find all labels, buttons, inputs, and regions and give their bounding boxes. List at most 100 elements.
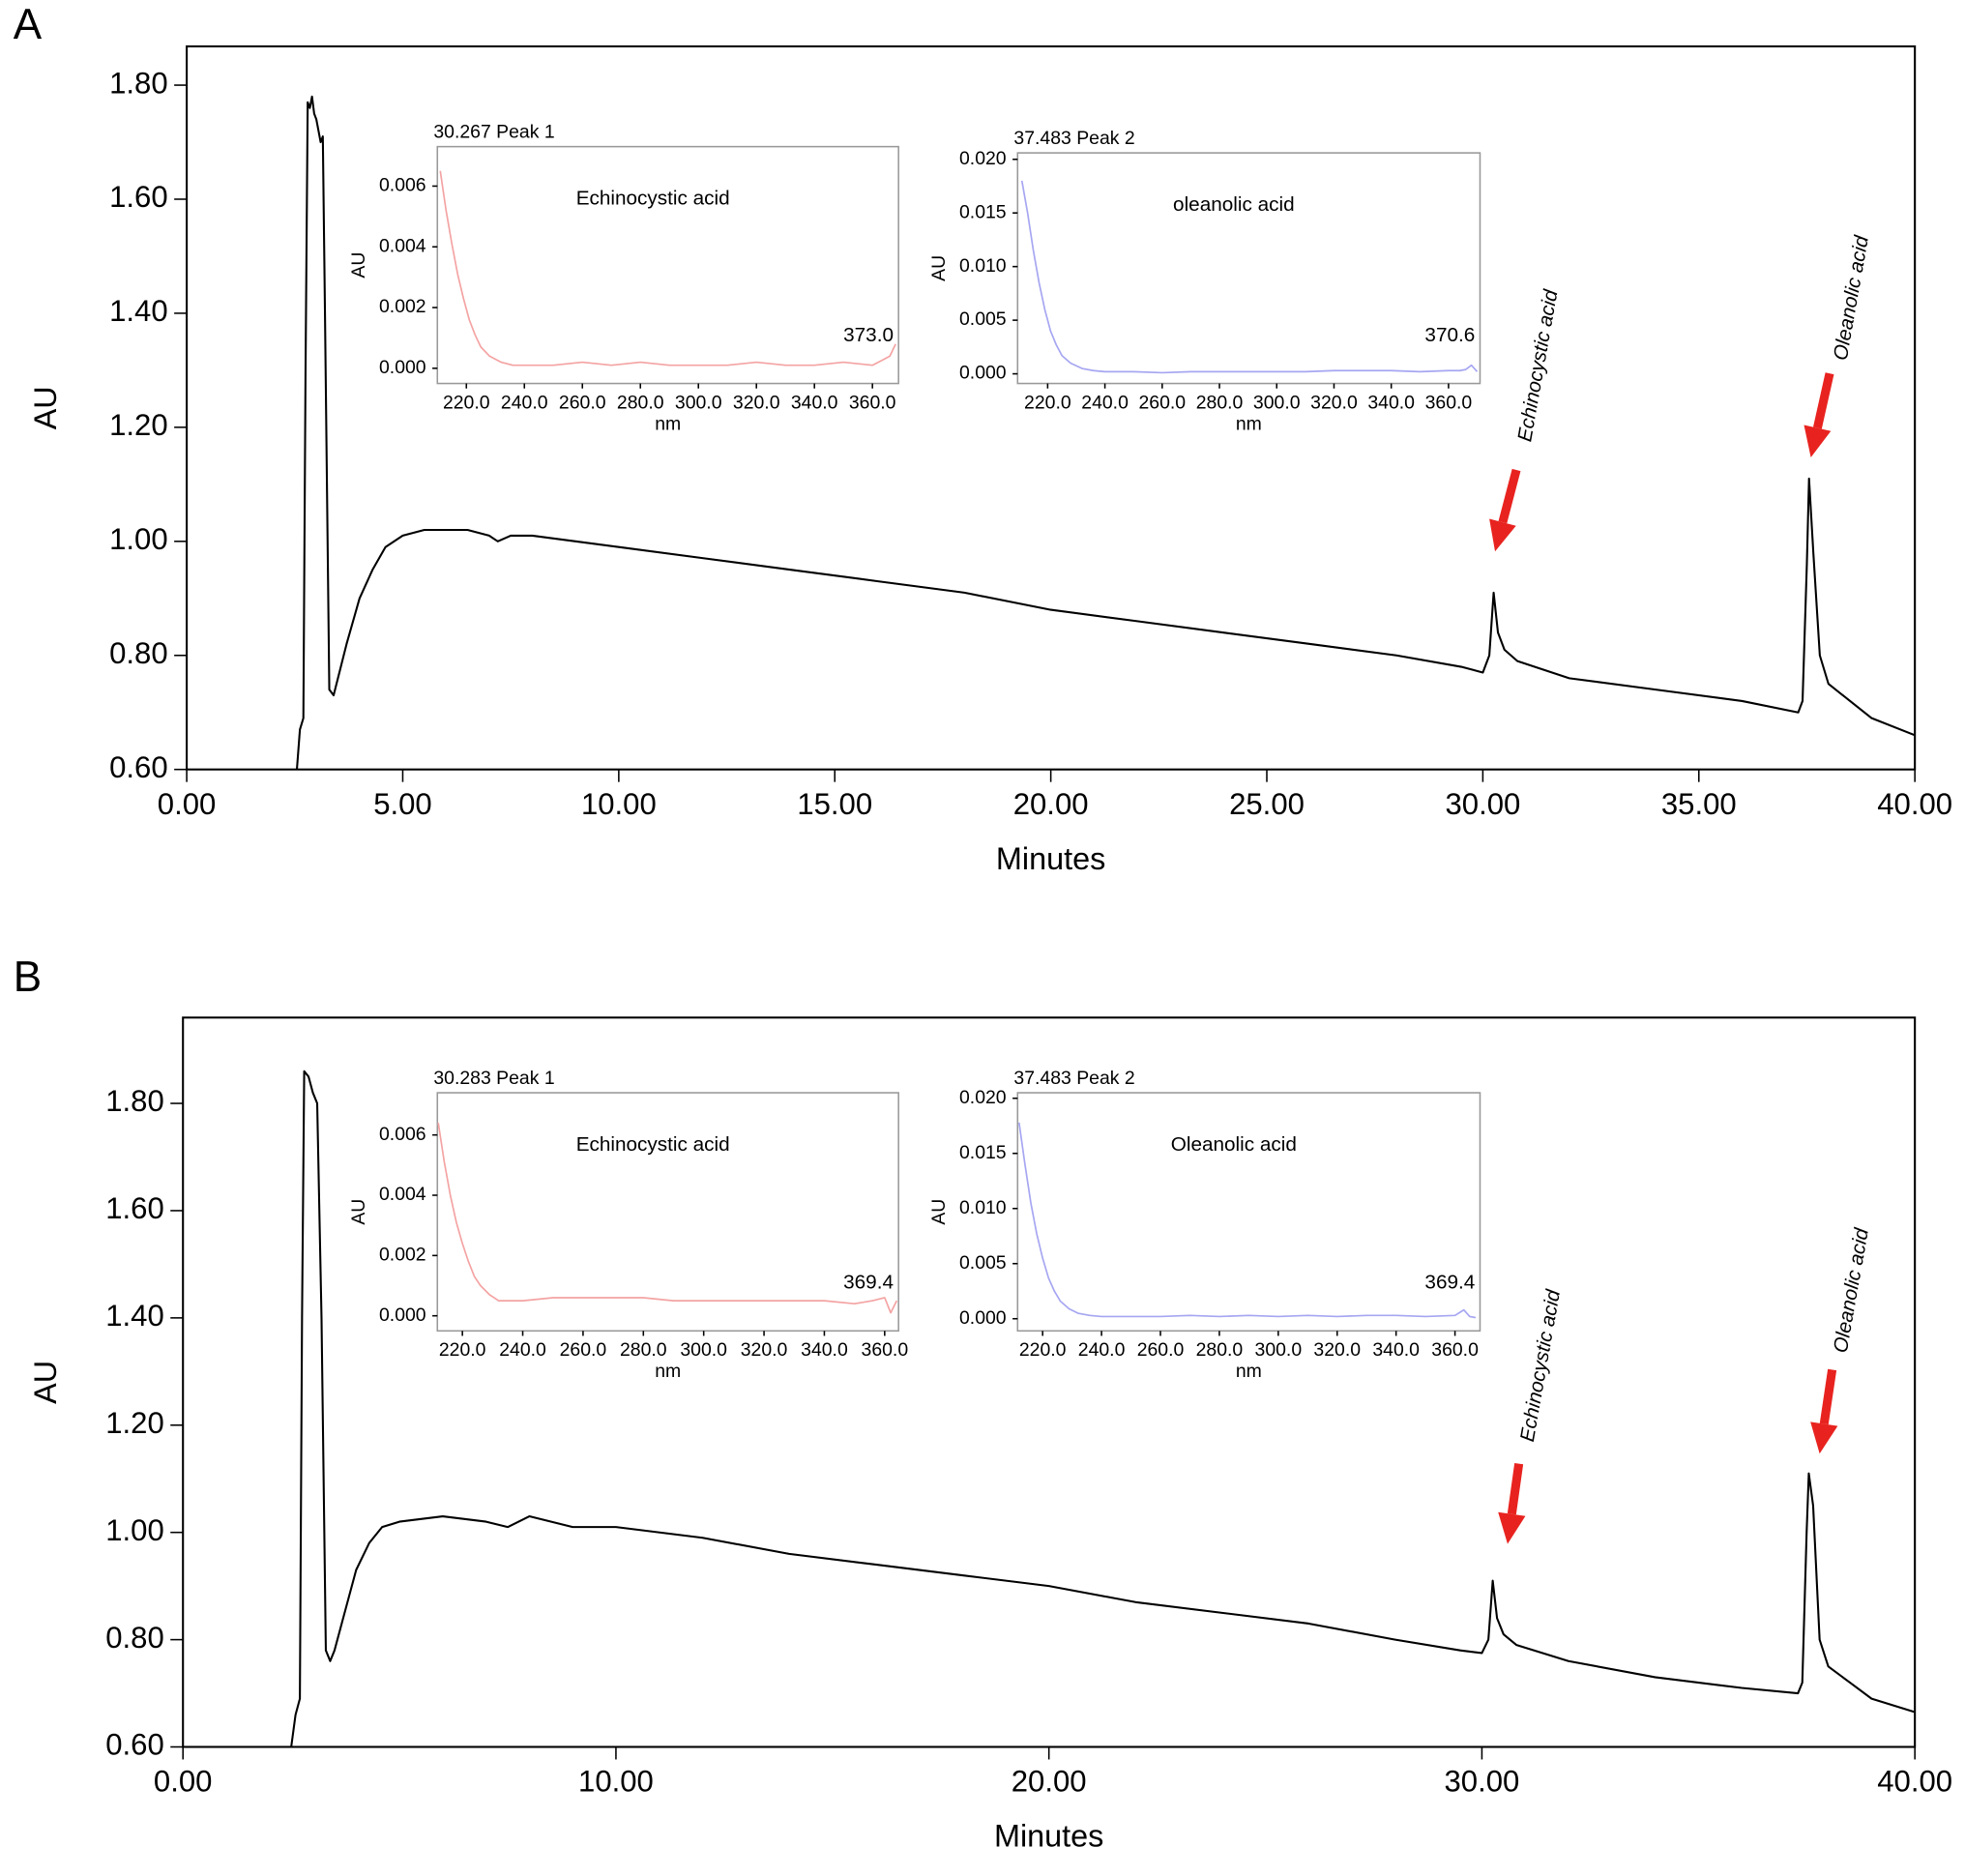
panel-label: A [14,1,43,48]
x-tick-label: 220.0 [443,392,490,413]
peak-annotation: Oleanolic acid [1830,1225,1874,1355]
x-tick-label: 340.0 [801,1339,848,1361]
x-tick-label: 0.00 [154,1765,213,1799]
x-tick-label: 300.0 [680,1339,727,1361]
peak-wavelength: 373.0 [843,324,894,346]
arrow-head [1810,1422,1838,1454]
x-tick-label: 280.0 [1196,392,1244,413]
plot-frame [1016,152,1481,385]
x-tick-label: 10.00 [581,787,657,821]
compound-label: Echinocystic acid [576,1133,730,1156]
arrow-head [1498,1511,1526,1544]
x-tick-label: 320.0 [1310,392,1358,413]
arrow-shaft [1812,372,1834,429]
y-tick-label: 0.006 [379,175,426,196]
data-line [1020,180,1479,374]
y-tick-label: 0.020 [959,148,1007,169]
x-tick-label: 260.0 [560,1339,607,1361]
x-tick-label: 300.0 [675,392,722,413]
y-tick-label: 1.00 [105,1513,164,1547]
x-tick-label: 25.00 [1229,787,1305,821]
y-axis-label: AU [28,386,63,429]
inset-title: 30.267 Peak 1 [433,121,554,142]
plot-frame [436,145,899,385]
y-tick-label: 1.60 [109,180,168,214]
x-tick-label: 10.00 [578,1765,654,1799]
arrow-shaft [1498,468,1521,524]
x-tick-label: 320.0 [741,1339,788,1361]
x-tick-label: 20.00 [1012,1765,1087,1799]
plot-frame [1016,1092,1481,1333]
y-tick-label: 0.60 [105,1728,164,1762]
x-tick-label: 360.0 [862,1339,909,1361]
x-tick-label: 30.00 [1445,1765,1520,1799]
y-tick-label: 1.60 [105,1191,164,1225]
x-tick-label: 320.0 [733,392,780,413]
peak-annotation: Echinocystic acid [1513,287,1563,444]
plot-frame [436,1092,899,1333]
data-line [290,1070,1916,1747]
x-tick-label: 360.0 [1431,1339,1479,1361]
x-tick-label: 340.0 [1372,1339,1420,1361]
y-tick-label: 1.40 [105,1299,164,1333]
x-tick-label: 30.00 [1445,787,1520,821]
x-tick-label: 240.0 [499,1339,546,1361]
y-tick-label: 0.010 [959,1197,1007,1218]
inset-y-label: AU [348,1199,369,1225]
x-tick-label: 280.0 [1196,1339,1244,1361]
arrow-head [1489,518,1516,552]
x-tick-label: 340.0 [791,392,838,413]
y-tick-label: 0.010 [959,255,1007,277]
data-line [437,1123,898,1314]
x-tick-label: 360.0 [849,392,896,413]
x-tick-label: 220.0 [439,1339,486,1361]
x-tick-label: 280.0 [620,1339,667,1361]
compound-label: Echinocystic acid [576,188,730,210]
y-tick-label: 0.000 [379,357,426,378]
y-tick-label: 0.60 [109,750,168,784]
x-tick-label: 40.00 [1877,1765,1952,1799]
compound-label: oleanolic acid [1173,193,1295,216]
data-line [295,95,1916,770]
x-tick-label: 5.00 [373,787,432,821]
inset-title: 37.483 Peak 2 [1013,1068,1134,1089]
x-tick-label: 220.0 [1024,392,1071,413]
inset-title: 30.283 Peak 1 [433,1068,554,1089]
y-tick-label: 0.006 [379,1124,426,1145]
inset-x-label: nm [1236,413,1262,434]
inset-x-label: nm [1236,1361,1262,1382]
x-tick-label: 40.00 [1877,787,1952,821]
y-tick-label: 0.005 [959,1252,1007,1274]
inset-y-label: AU [928,1199,950,1225]
x-tick-label: 240.0 [1078,1339,1126,1361]
y-tick-label: 0.80 [105,1621,164,1655]
y-tick-label: 0.002 [379,296,426,317]
y-tick-label: 0.000 [959,1307,1007,1329]
plot-frame [182,1016,1917,1748]
y-axis-label: AU [28,1361,63,1404]
x-axis-label: Minutes [994,1819,1103,1854]
x-tick-label: 320.0 [1313,1339,1361,1361]
y-tick-label: 1.00 [109,522,168,556]
y-tick-label: 0.80 [109,636,168,670]
x-tick-label: 300.0 [1255,1339,1303,1361]
data-line [1017,1122,1477,1319]
peak-wavelength: 370.6 [1424,324,1475,346]
inset-title: 37.483 Peak 2 [1013,128,1134,149]
peak-wavelength: 369.4 [1424,1271,1475,1293]
peak-annotation: Echinocystic acid [1516,1287,1566,1444]
x-tick-label: 15.00 [797,787,872,821]
y-tick-label: 0.000 [379,1304,426,1326]
x-tick-label: 260.0 [1139,392,1187,413]
x-tick-label: 300.0 [1253,392,1301,413]
x-tick-label: 220.0 [1019,1339,1067,1361]
x-tick-label: 280.0 [617,392,664,413]
x-tick-label: 260.0 [559,392,606,413]
y-tick-label: 0.015 [959,201,1007,222]
y-tick-label: 1.20 [105,1406,164,1440]
panel-label: B [14,953,42,1001]
y-tick-label: 0.002 [379,1244,426,1265]
x-tick-label: 260.0 [1137,1339,1185,1361]
x-tick-label: 0.00 [158,787,217,821]
